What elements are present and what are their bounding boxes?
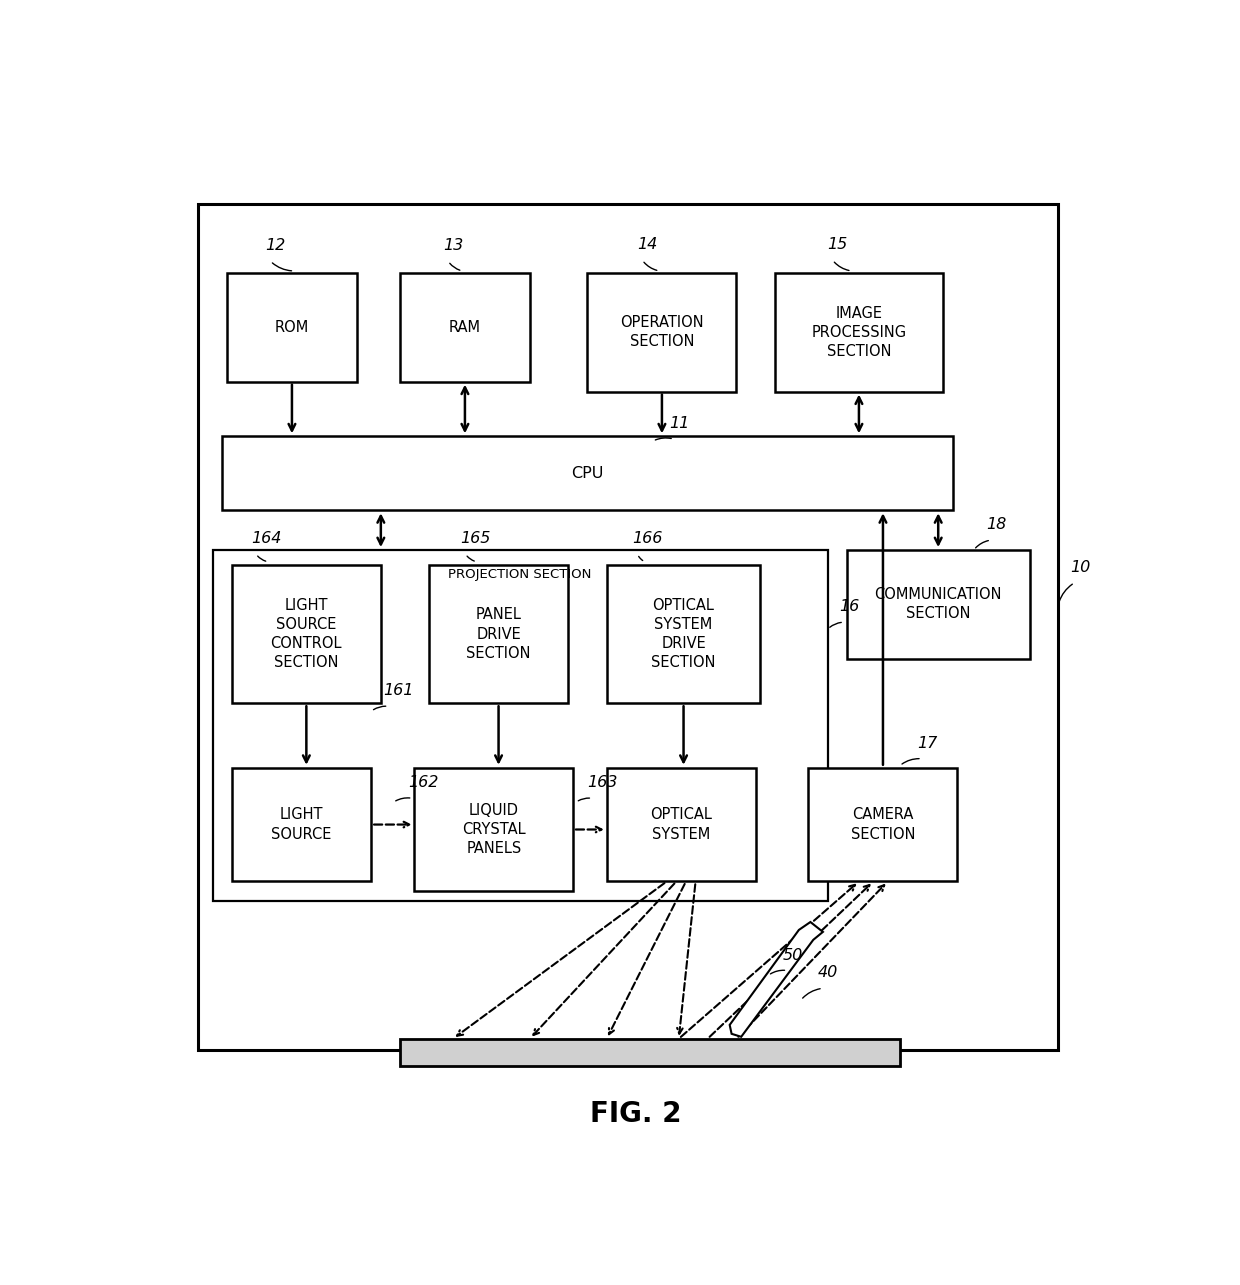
Bar [213, 550, 827, 901]
Text: PROJECTION SECTION: PROJECTION SECTION [449, 568, 591, 581]
Text: 161: 161 [383, 684, 414, 699]
Bar [222, 436, 952, 510]
Text: IMAGE
PROCESSING
SECTION: IMAGE PROCESSING SECTION [811, 306, 906, 359]
Text: 16: 16 [839, 599, 859, 614]
Text: 17: 17 [918, 736, 937, 750]
Polygon shape [729, 923, 823, 1037]
Bar [588, 272, 737, 392]
Text: COMMUNICATION
SECTION: COMMUNICATION SECTION [874, 587, 1002, 622]
Bar [227, 272, 357, 382]
Bar [232, 565, 381, 703]
Text: 18: 18 [986, 517, 1007, 532]
Text: OPTICAL
SYSTEM
DRIVE
SECTION: OPTICAL SYSTEM DRIVE SECTION [651, 598, 715, 671]
Bar [414, 767, 573, 892]
Text: 12: 12 [265, 238, 285, 253]
Text: RAM: RAM [449, 320, 481, 335]
Bar [429, 565, 568, 703]
Text: 50: 50 [782, 947, 802, 962]
Bar [198, 204, 1059, 1050]
Text: LIGHT
SOURCE: LIGHT SOURCE [272, 807, 332, 842]
Text: 14: 14 [637, 238, 657, 252]
Bar [847, 550, 1029, 659]
Bar [606, 565, 760, 703]
Bar [401, 1038, 900, 1067]
Text: 40: 40 [818, 965, 838, 980]
Text: LIGHT
SOURCE
CONTROL
SECTION: LIGHT SOURCE CONTROL SECTION [270, 598, 342, 671]
Text: 10: 10 [1070, 560, 1090, 574]
Text: 164: 164 [250, 531, 281, 546]
Text: 163: 163 [588, 775, 618, 790]
Text: CPU: CPU [572, 465, 604, 481]
Text: 162: 162 [408, 775, 438, 790]
Text: OPTICAL
SYSTEM: OPTICAL SYSTEM [650, 807, 712, 842]
Bar [775, 272, 944, 392]
Text: 165: 165 [460, 531, 491, 546]
Text: CAMERA
SECTION: CAMERA SECTION [851, 807, 915, 842]
Bar [808, 767, 957, 882]
Text: OPERATION
SECTION: OPERATION SECTION [620, 315, 704, 350]
Text: LIQUID
CRYSTAL
PANELS: LIQUID CRYSTAL PANELS [463, 803, 526, 856]
Text: 13: 13 [444, 238, 464, 253]
Text: 166: 166 [632, 531, 663, 546]
Bar [401, 272, 529, 382]
Text: 15: 15 [828, 238, 848, 252]
Bar [606, 767, 755, 882]
Text: ROM: ROM [275, 320, 309, 335]
Text: PANEL
DRIVE
SECTION: PANEL DRIVE SECTION [466, 608, 531, 660]
Bar [232, 767, 371, 882]
Text: 11: 11 [670, 416, 689, 432]
Text: FIG. 2: FIG. 2 [590, 1100, 681, 1128]
